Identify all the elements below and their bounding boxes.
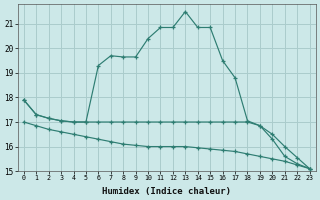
X-axis label: Humidex (Indice chaleur): Humidex (Indice chaleur): [102, 187, 231, 196]
